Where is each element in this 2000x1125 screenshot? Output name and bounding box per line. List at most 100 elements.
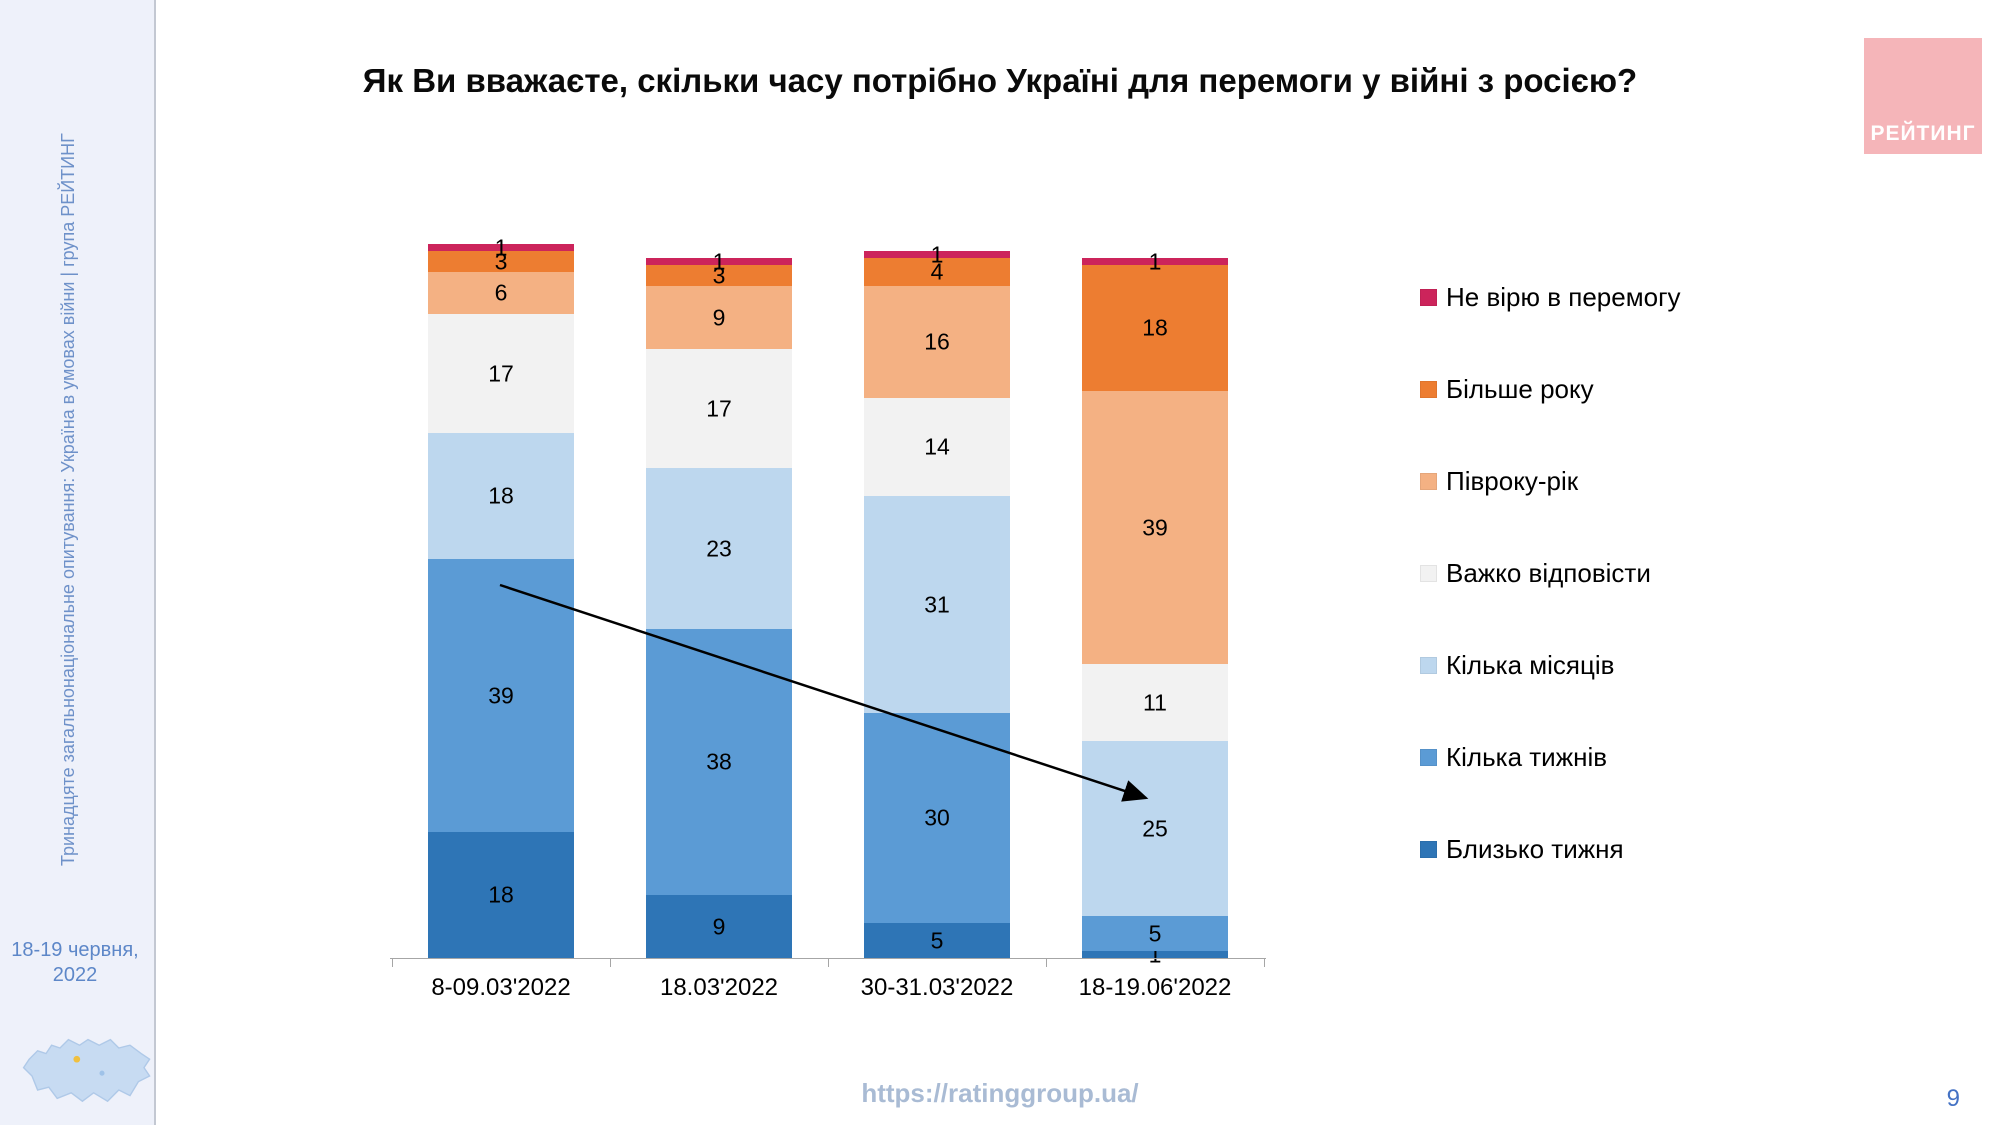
legend-label: Не вірю в перемогу	[1446, 282, 1681, 312]
segment-value-label: 38	[706, 748, 732, 775]
segment-value-label: 4	[930, 258, 944, 285]
bar-segment[interactable]: 1	[1082, 250, 1228, 273]
bar-segment[interactable]: 1	[646, 250, 792, 273]
segment-value-label: 11	[1143, 689, 1167, 715]
legend-item[interactable]: Важко відповісти	[1420, 558, 1681, 589]
bar-segment[interactable]: 18	[428, 832, 574, 958]
segment-value-label: 14	[924, 433, 950, 460]
segment-value-label: 17	[706, 395, 732, 421]
segment-value-label: 39	[1142, 514, 1168, 540]
x-axis-ticks	[392, 958, 1265, 968]
bar-segment[interactable]: 31	[864, 496, 1010, 713]
segment-value-label: 16	[924, 328, 950, 355]
legend-item[interactable]: Більше року	[1420, 374, 1681, 405]
page-number: 9	[1946, 1085, 1960, 1112]
segment-value-label: 5	[1148, 920, 1162, 946]
bar-segment[interactable]: 17	[428, 314, 574, 433]
slide-title: Як Ви вважаєте, скільки часу потрібно Ук…	[362, 62, 1638, 99]
bar-slot: 18 39 18 17 6 3 1	[392, 236, 610, 958]
ukraine-map-graphic	[22, 1038, 151, 1103]
bar-segment[interactable]: 4	[864, 258, 1010, 286]
stacked-bar: 9 38 23 17 9 3 1	[646, 250, 792, 958]
segment-value-label: 1	[930, 241, 944, 267]
legend-swatch	[1420, 841, 1437, 858]
legend-swatch	[1420, 657, 1437, 674]
legend-label: Кілька місяців	[1446, 650, 1615, 680]
axis-tick	[610, 958, 611, 967]
segment-value-label: 25	[1142, 815, 1168, 841]
left-sidebar: Тринадцяте загальнонаціональне опитуванн…	[0, 0, 156, 1125]
bar-segment[interactable]: 5	[1082, 916, 1228, 951]
bar-segment[interactable]: 39	[1082, 391, 1228, 664]
segment-value-label: 6	[494, 279, 508, 306]
chart-legend: Не вірю в перемогу Більше року Півроку-рік…	[1420, 282, 1681, 865]
bar-slot: 9 38 23 17 9 3 1	[610, 244, 828, 958]
bar-segment[interactable]: 17	[646, 349, 792, 468]
legend-item[interactable]: Кілька місяців	[1420, 650, 1681, 681]
legend-label: Близько тижня	[1446, 834, 1624, 864]
survey-date: 18-19 червня, 2022	[11, 939, 139, 986]
bar-segment[interactable]: 16	[864, 286, 1010, 398]
legend-item[interactable]: Не вірю в перемогу	[1420, 282, 1681, 313]
segment-value-label: 5	[930, 927, 944, 953]
bar-segment[interactable]: 9	[646, 286, 792, 349]
x-axis-label: 30-31.03'2022	[860, 974, 1014, 1001]
segment-value-label: 17	[488, 360, 514, 386]
bar-segment[interactable]: 39	[428, 559, 574, 832]
bar-segment[interactable]: 14	[864, 398, 1010, 496]
footer-url[interactable]: https://ratinggroup.ua/	[861, 1078, 1139, 1108]
stacked-bar: 5 30 31 14 16 4 1	[864, 243, 1010, 958]
legend-label: Кілька тижнів	[1446, 742, 1608, 772]
legend-label: Більше року	[1446, 374, 1594, 404]
chart-plot-area: 18 39 18 17 6 3 1 9 38 23 17 9 3 1 5 30 31 14 16 4 1 1 5 25 11 39…	[392, 236, 1264, 966]
legend-swatch	[1420, 289, 1437, 306]
bar-segment[interactable]: 9	[646, 895, 792, 958]
bar-segment[interactable]: 18	[1082, 265, 1228, 391]
segment-value-label: 3	[494, 248, 508, 274]
bar-slot: 1 5 25 11 39 18 1	[1046, 244, 1264, 966]
bar-segment[interactable]: 5	[864, 923, 1010, 958]
stacked-bar: 1 5 25 11 39 18 1	[1082, 250, 1228, 966]
segment-value-label: 9	[712, 913, 726, 939]
axis-tick	[1046, 958, 1047, 967]
x-axis-label: 18.03'2022	[659, 974, 779, 1001]
legend-label: Важко відповісти	[1446, 558, 1651, 588]
legend-swatch	[1420, 473, 1437, 490]
bar-segment[interactable]: 3	[428, 248, 574, 274]
bar-segment[interactable]: 30	[864, 713, 1010, 923]
bar-segment[interactable]: 6	[428, 272, 574, 314]
bar-segment[interactable]: 1	[428, 236, 574, 259]
bar-segment[interactable]: 11	[1082, 664, 1228, 741]
bar-segment[interactable]: 3	[646, 262, 792, 288]
axis-tick	[392, 958, 393, 967]
legend-swatch	[1420, 381, 1437, 398]
bar-segment[interactable]: 1	[864, 243, 1010, 266]
legend-item[interactable]: Близько тижня	[1420, 834, 1681, 865]
map-dot	[73, 1055, 81, 1063]
legend-item[interactable]: Кілька тижнів	[1420, 742, 1681, 773]
bar-segment[interactable]: 38	[646, 629, 792, 895]
x-axis-label: 8-09.03'2022	[431, 974, 571, 1001]
segment-value-label: 39	[488, 682, 514, 708]
x-axis-label: 18-19.06'2022	[1078, 974, 1232, 1001]
bar-segment[interactable]: 18	[428, 433, 574, 559]
segment-value-label: 9	[712, 304, 726, 330]
legend-swatch	[1420, 565, 1437, 582]
bar-segment[interactable]: 1	[1082, 943, 1228, 966]
rating-logo: РЕЙТИНГ	[1864, 38, 1982, 154]
segment-value-label: 23	[706, 535, 732, 561]
segment-value-label: 18	[488, 881, 514, 908]
bar-segment[interactable]: 25	[1082, 741, 1228, 916]
rating-logo-text: РЕЙТИНГ	[1870, 122, 1976, 145]
bar-slot: 5 30 31 14 16 4 1	[828, 243, 1046, 958]
axis-tick	[828, 958, 829, 967]
axis-tick	[1264, 958, 1265, 967]
map-dot	[99, 1070, 105, 1076]
x-axis-labels: 8-09.03'2022 18.03'2022 30-31.03'2022 18-19…	[392, 974, 1264, 1002]
segment-value-label: 18	[488, 482, 514, 509]
segment-value-label: 1	[494, 234, 508, 260]
bar-segment[interactable]: 23	[646, 468, 792, 629]
segment-value-label: 3	[712, 262, 726, 288]
legend-item[interactable]: Півроку-рік	[1420, 466, 1681, 497]
